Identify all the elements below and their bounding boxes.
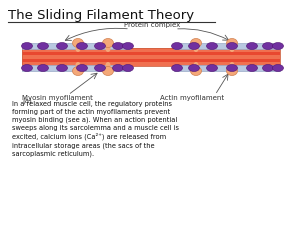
Ellipse shape: [76, 46, 80, 52]
FancyBboxPatch shape: [22, 65, 130, 71]
Ellipse shape: [56, 65, 68, 72]
Ellipse shape: [226, 38, 238, 47]
FancyBboxPatch shape: [174, 43, 280, 49]
Ellipse shape: [106, 46, 110, 52]
Ellipse shape: [188, 65, 200, 72]
Ellipse shape: [226, 43, 238, 50]
Ellipse shape: [226, 67, 238, 76]
Ellipse shape: [172, 43, 182, 50]
Ellipse shape: [206, 65, 218, 72]
Text: Actin myofilament: Actin myofilament: [160, 95, 224, 101]
FancyBboxPatch shape: [22, 43, 130, 49]
Ellipse shape: [262, 43, 274, 50]
Ellipse shape: [106, 62, 110, 68]
Ellipse shape: [56, 43, 68, 50]
Ellipse shape: [103, 67, 113, 76]
Ellipse shape: [73, 38, 83, 47]
Ellipse shape: [262, 65, 274, 72]
Ellipse shape: [94, 65, 106, 72]
Ellipse shape: [190, 38, 202, 47]
Ellipse shape: [194, 46, 199, 52]
FancyBboxPatch shape: [174, 65, 280, 71]
Ellipse shape: [247, 65, 257, 72]
Ellipse shape: [76, 43, 88, 50]
Ellipse shape: [38, 43, 49, 50]
Ellipse shape: [76, 65, 88, 72]
Ellipse shape: [122, 43, 134, 50]
Ellipse shape: [73, 67, 83, 76]
FancyBboxPatch shape: [22, 55, 280, 59]
Text: Myosin myofilament: Myosin myofilament: [22, 95, 93, 101]
Ellipse shape: [76, 62, 80, 68]
Ellipse shape: [112, 65, 124, 72]
Ellipse shape: [103, 38, 113, 47]
Ellipse shape: [188, 43, 200, 50]
Text: (a): (a): [22, 97, 32, 104]
FancyBboxPatch shape: [22, 52, 280, 55]
Ellipse shape: [38, 65, 49, 72]
Ellipse shape: [226, 65, 238, 72]
Ellipse shape: [194, 62, 199, 68]
Ellipse shape: [272, 65, 284, 72]
Ellipse shape: [122, 65, 134, 72]
Text: Protein complex: Protein complex: [124, 22, 180, 28]
Ellipse shape: [190, 67, 202, 76]
Ellipse shape: [172, 65, 182, 72]
Ellipse shape: [22, 43, 32, 50]
FancyBboxPatch shape: [22, 62, 280, 66]
FancyBboxPatch shape: [22, 59, 280, 62]
Ellipse shape: [22, 65, 32, 72]
Ellipse shape: [94, 43, 106, 50]
Ellipse shape: [206, 43, 218, 50]
Ellipse shape: [112, 43, 124, 50]
Ellipse shape: [272, 43, 284, 50]
Ellipse shape: [230, 62, 235, 68]
FancyBboxPatch shape: [22, 48, 280, 52]
Ellipse shape: [230, 46, 235, 52]
Text: The Sliding Filament Theory: The Sliding Filament Theory: [8, 9, 194, 22]
Text: In a relaxed muscle cell, the regulatory proteins
forming part of the actin myof: In a relaxed muscle cell, the regulatory…: [12, 101, 179, 157]
Ellipse shape: [247, 43, 257, 50]
